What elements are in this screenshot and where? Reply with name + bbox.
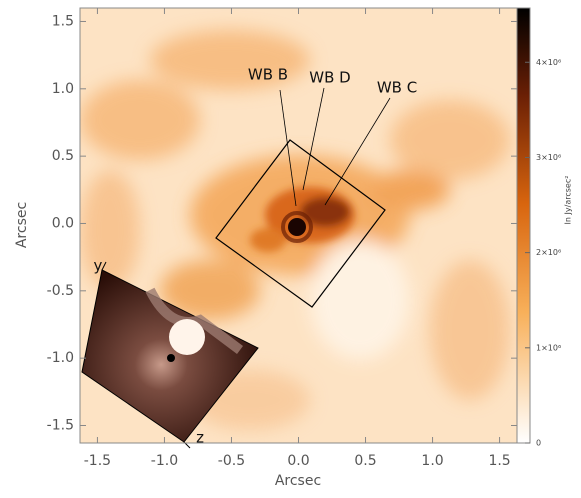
colorbar-label: In Jy/arcsec² xyxy=(564,176,573,225)
colorbar-tick-label: 2×10⁶ xyxy=(536,248,561,257)
annotation: WB B xyxy=(248,66,288,84)
arrows xyxy=(279,87,391,207)
y-tick-label: 1.0 xyxy=(52,81,74,97)
inset-jet xyxy=(145,287,243,354)
annotation: WB C xyxy=(377,79,417,97)
y-tick-label: 0.5 xyxy=(52,148,74,164)
x-tick-label: -1.5 xyxy=(84,453,111,469)
x-tick-label: 1.0 xyxy=(421,453,443,469)
colorbar-tick-label: 0 xyxy=(536,439,541,448)
y-tick-label: -0.5 xyxy=(47,283,74,299)
y-tick-label: -1.5 xyxy=(47,417,74,433)
y-tick-label: 1.5 xyxy=(52,13,74,29)
colorbar xyxy=(516,7,531,444)
x-tick-label: -1.0 xyxy=(151,453,178,469)
x-tick-label: 0.0 xyxy=(287,453,309,469)
x-tick-label: 0.5 xyxy=(354,453,376,469)
annotation: WB D xyxy=(309,69,350,87)
colorbar-tick-label: 3×10⁶ xyxy=(536,153,561,162)
field-box xyxy=(215,139,386,308)
inset-disc xyxy=(169,319,205,355)
x-tick-label: 1.5 xyxy=(488,453,510,469)
inset-star xyxy=(167,354,175,362)
image xyxy=(80,8,517,443)
y-tick-label: 0.0 xyxy=(52,215,74,231)
x-tick-label: -0.5 xyxy=(218,453,245,469)
inset-axis-label: y xyxy=(94,257,103,275)
axis-arrow xyxy=(101,261,107,271)
colorbar-tick-label: 4×10⁶ xyxy=(536,58,561,67)
inset-axis-label: z xyxy=(196,429,204,447)
x-axis-label: Arcsec xyxy=(275,473,321,489)
colorbar-tick-label: 1×10⁶ xyxy=(536,343,561,352)
y-axis-label: Arcsec xyxy=(14,202,30,248)
y-tick-label: -1.0 xyxy=(47,350,74,366)
